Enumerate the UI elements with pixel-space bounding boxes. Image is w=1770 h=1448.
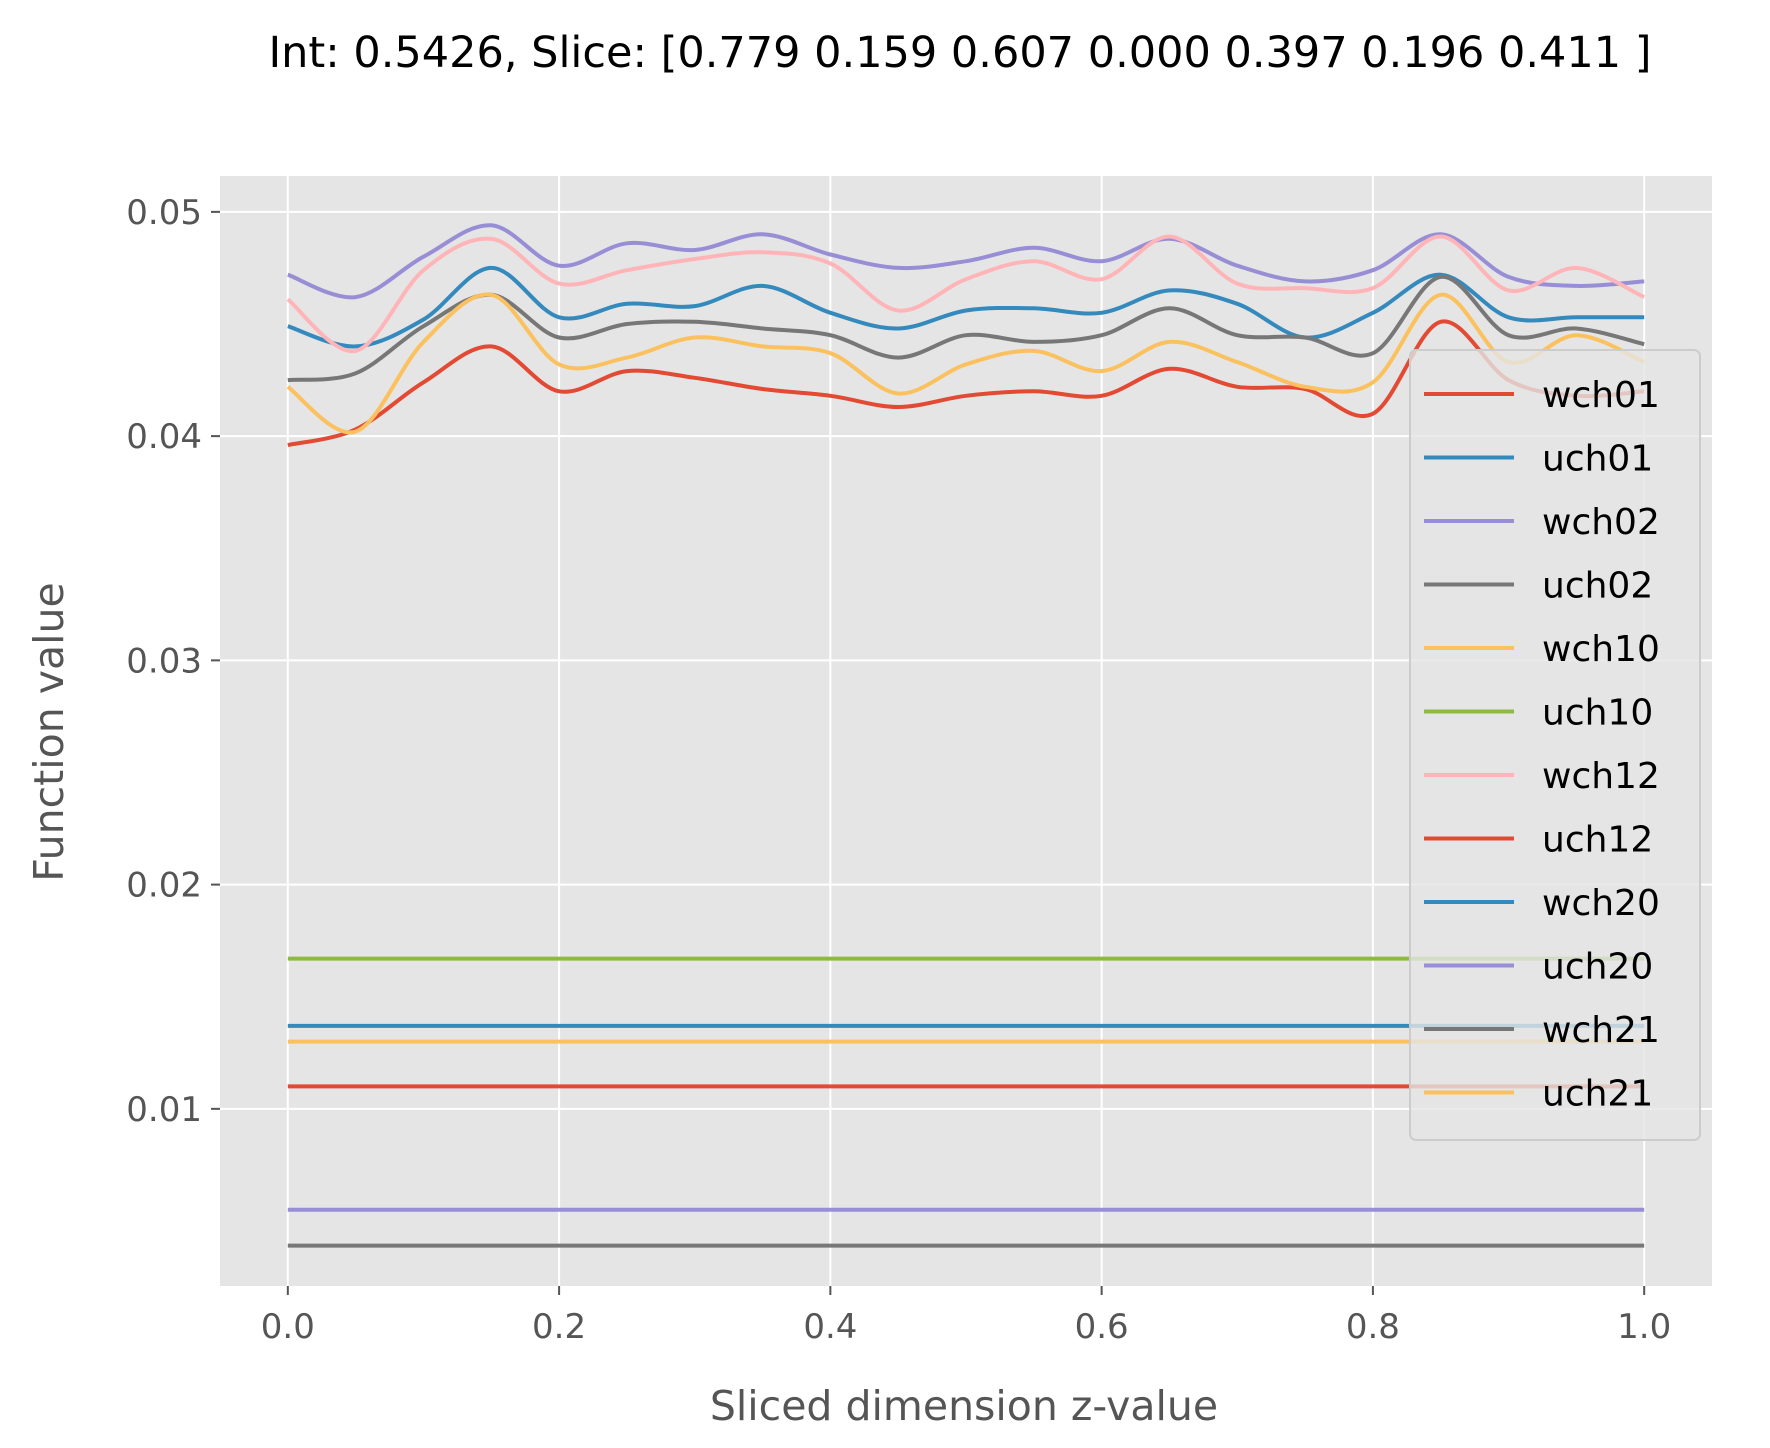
legend-label: wch12	[1542, 756, 1660, 797]
chart-title: Int: 0.5426, Slice: [0.779 0.159 0.607 0…	[268, 28, 1651, 78]
x-tick-label: 0.8	[1346, 1307, 1400, 1347]
x-axis-label: Sliced dimension z-value	[710, 1382, 1218, 1430]
legend-label: uch21	[1542, 1074, 1653, 1115]
y-tick-label: 0.04	[126, 417, 202, 457]
y-tick-label: 0.05	[126, 193, 202, 233]
legend-label: uch12	[1542, 820, 1653, 861]
y-axis-label: Function value	[25, 582, 73, 881]
legend-label: wch21	[1542, 1010, 1660, 1051]
y-tick-label: 0.02	[126, 866, 202, 906]
legend-label: uch02	[1542, 566, 1653, 607]
y-tick-label: 0.01	[126, 1090, 202, 1130]
x-tick-label: 1.0	[1617, 1307, 1671, 1347]
series-line-uch02	[287, 274, 1645, 383]
x-tick-label: 0.4	[803, 1307, 857, 1347]
legend-label: wch01	[1542, 375, 1660, 416]
series-layer	[286, 223, 1646, 1248]
legend-box	[1409, 349, 1701, 1141]
series-line-wch12	[286, 234, 1646, 353]
axis-ticks: 0.0 0.2 0.4 0.6 0.8 1.0 0.01 0.02 0.03 0.04 0.05	[126, 193, 1671, 1347]
legend-label: uch20	[1542, 947, 1653, 988]
x-tick-label: 0.6	[1075, 1307, 1129, 1347]
series-line-wch10	[286, 292, 1646, 435]
legend: wch01 uch01 wch02 uch02 wch10 uch10 wch12 uch12…	[1409, 349, 1701, 1141]
legend-label: uch01	[1542, 439, 1653, 480]
series-line-wch01	[287, 319, 1645, 448]
legend-label: wch10	[1542, 629, 1660, 670]
y-tick-label: 0.03	[126, 641, 202, 681]
x-tick-label: 0.2	[532, 1307, 586, 1347]
series-line-uch01	[287, 265, 1645, 349]
legend-label: uch10	[1542, 693, 1653, 734]
series-line-wch02	[287, 223, 1645, 300]
x-tick-label: 0.0	[261, 1307, 315, 1347]
legend-label: wch20	[1542, 883, 1660, 924]
legend-label: wch02	[1542, 502, 1660, 543]
